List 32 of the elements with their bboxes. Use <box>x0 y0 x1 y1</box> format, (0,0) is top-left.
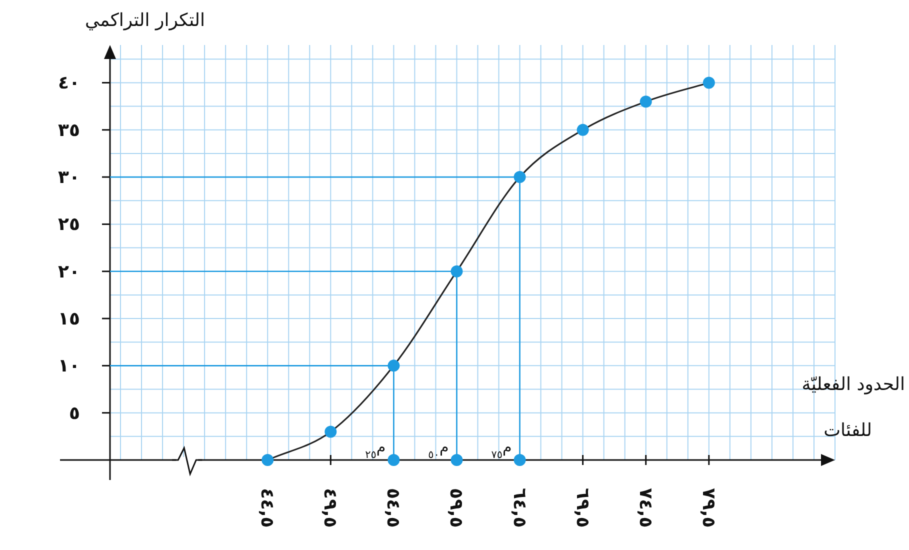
x-tick-label: ٤٤,٥ <box>257 488 278 528</box>
y-tick-label: ٤٠ <box>58 72 80 94</box>
text: الحدود الفعليّة للفئات <box>802 374 905 441</box>
x-tick-label: ٧٤,٥ <box>635 488 656 528</box>
annotation: م$_{٥٠}$ <box>428 438 449 461</box>
point <box>388 454 400 466</box>
y-tick-label: ٢٠ <box>58 261 80 282</box>
x-tick-label: ٥٤,٥ <box>383 488 404 528</box>
point <box>324 426 337 438</box>
x-tick-label: ٥٩,٥ <box>446 488 468 528</box>
y-axis-title: التكرار التراكمي <box>84 10 205 31</box>
point <box>514 454 526 466</box>
y-tick-label: ١٥ <box>58 308 80 330</box>
y-tick-label: ٣٠ <box>58 167 80 188</box>
y-tick-label: ٥ <box>69 402 80 424</box>
point <box>702 76 715 89</box>
y-tick-label: ٣٥ <box>58 120 80 141</box>
point <box>388 360 400 372</box>
point <box>576 124 589 136</box>
point <box>640 96 652 108</box>
x-tick-label: ٧٩,٥ <box>698 488 720 528</box>
y-tick-label: ٢٥ <box>58 214 80 236</box>
x-tick-label: ٦٤,٥ <box>509 488 530 528</box>
annotation: م$_{٧٥}$ <box>491 438 512 461</box>
y-tick-label: ١٠ <box>58 356 80 377</box>
point <box>514 171 526 184</box>
point <box>450 265 463 278</box>
annotation: م$_{٢٥}$ <box>365 438 386 461</box>
x-tick-label: ٦٩,٥ <box>572 488 594 528</box>
point <box>450 454 463 466</box>
x-tick-label: ٤٩,٥ <box>320 488 342 528</box>
point <box>262 454 274 466</box>
